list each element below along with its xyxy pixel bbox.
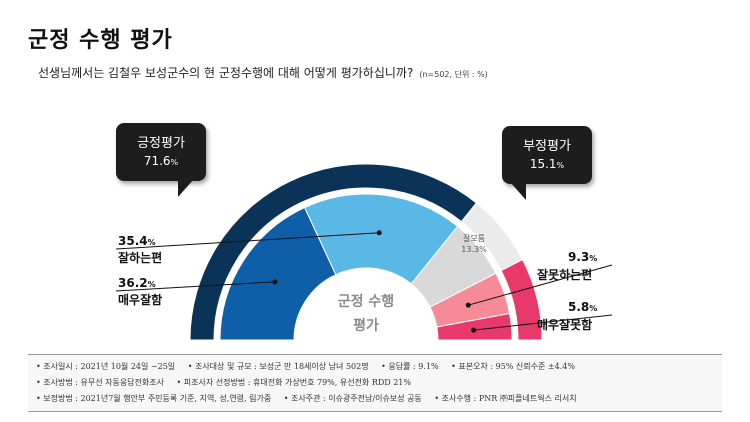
positive-callout-label: 긍정평가: [137, 136, 185, 151]
footer-item: • 피조사자 선정방법 : 휴대전화 가상번호 79%, 유선전화 RDD 21…: [176, 378, 412, 387]
label-undecided-value: 13.3%: [461, 245, 487, 254]
footer-item: • 조사수행 : PNR ㈜피플네트웍스 리서치: [434, 394, 577, 403]
footer-item: • 조사주관 : 이슈광주전남/이슈보성 공동: [283, 394, 422, 403]
chart-arcs: [189, 163, 543, 341]
label-good-value: 35.4%: [118, 234, 156, 248]
survey-footer: • 조사일시 : 2021년 10월 24일 ~25일 • 조사대상 및 규모 …: [28, 354, 722, 412]
footer-item: • 조사대상 및 규모 : 보성군 만 18세이상 남녀 502명: [187, 362, 369, 371]
label-very-bad-name: 매우잘못함: [537, 317, 592, 332]
leader-good-line: [115, 232, 380, 250]
footer-row-1: • 조사일시 : 2021년 10월 24일 ~25일 • 조사대상 및 규모 …: [36, 361, 585, 372]
leader-very-bad-line: [473, 314, 613, 331]
label-undecided-name: 잘모름: [463, 234, 485, 243]
label-bad-name: 잘못하는편: [537, 267, 592, 282]
footer-item: • 보정방법 : 2021년7월 행안부 주민등록 기준, 지역, 성,연령, …: [36, 394, 272, 403]
inner-arc-very-bad: [436, 312, 513, 341]
footer-item: • 표본오차 : 95% 신뢰수준 ±4.4%: [451, 362, 575, 371]
negative-callout-label: 부정평가: [523, 139, 571, 154]
positive-callout: 긍정평가 71.6%: [116, 123, 206, 197]
leader-very-good-line: [115, 281, 276, 292]
footer-item: • 조사방법 : 유무선 자동응답전화조사: [36, 378, 164, 387]
positive-callout-value: 71.6%: [143, 154, 179, 168]
footer-item: • 조사일시 : 2021년 10월 24일 ~25일: [36, 362, 176, 371]
leader-bad-dot: [465, 302, 471, 308]
negative-callout-tail: [510, 182, 526, 200]
leader-bad-line: [468, 264, 613, 306]
footer-item: • 응답률 : 9.1%: [381, 362, 439, 371]
survey-question: 선생님께서는 김철우 보성군수의 현 군정수행에 대해 어떻게 평가하십니까? (…: [38, 64, 488, 81]
question-note: (n=502, 단위 : %): [419, 70, 488, 79]
label-good-name: 잘하는편: [118, 250, 162, 265]
center-label-line2: 평가: [353, 317, 379, 334]
outer-arc-negative: [500, 258, 543, 341]
chart-leader-lines: [115, 230, 613, 333]
negative-callout: 부정평가 15.1%: [502, 126, 592, 200]
label-bad-value: 9.3%: [568, 250, 597, 264]
footer-row-3: • 보정방법 : 2021년7월 행안부 주민등록 기준, 지역, 성,연령, …: [36, 393, 587, 404]
leader-very-bad-dot: [471, 327, 477, 333]
negative-callout-value: 15.1%: [529, 157, 565, 171]
question-text: 선생님께서는 김철우 보성군수의 현 군정수행에 대해 어떻게 평가하십니까?: [38, 66, 414, 80]
inner-arc-good: [304, 193, 459, 285]
positive-callout-tail: [178, 179, 194, 197]
page-title: 군정 수행 평가: [28, 28, 173, 53]
leader-good-dot: [376, 230, 382, 236]
leader-very-good-dot: [272, 279, 278, 285]
center-label-line1: 군정 수행: [338, 293, 394, 310]
label-very-good-value: 36.2%: [118, 276, 156, 290]
label-very-good-name: 매우잘함: [118, 292, 162, 307]
footer-row-2: • 조사방법 : 유무선 자동응답전화조사 • 피조사자 선정방법 : 휴대전화…: [36, 377, 421, 388]
label-very-bad-value: 5.8%: [568, 300, 597, 314]
inner-arc-very-good: [219, 206, 337, 341]
